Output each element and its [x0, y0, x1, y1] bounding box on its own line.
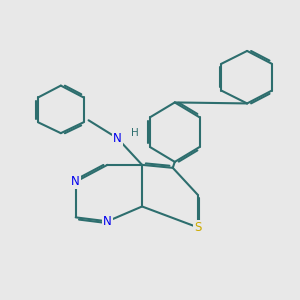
Text: S: S [194, 221, 201, 234]
Text: H: H [131, 128, 139, 138]
Text: N: N [113, 132, 122, 145]
Text: N: N [103, 215, 112, 228]
Text: N: N [71, 175, 80, 188]
